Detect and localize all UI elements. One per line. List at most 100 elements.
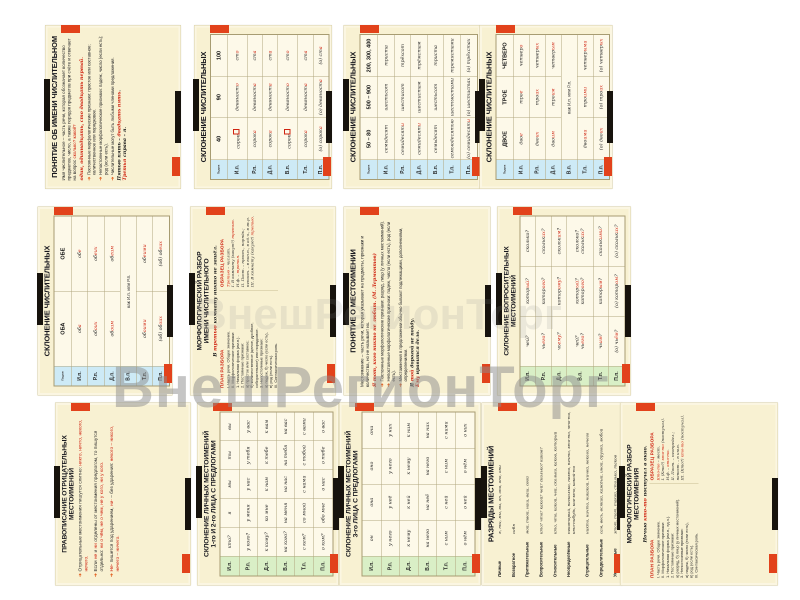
red-highlight: их	[598, 127, 604, 133]
category-name: Отрицательные	[585, 544, 590, 577]
case-label: Т.п.	[443, 159, 461, 179]
red-highlight: оим	[109, 320, 115, 331]
card-face: СКЛОНЕНИЕ ЛИЧНЫХ МЕСТОИМЕНИЙ 3-го ЛИЦА С …	[338, 402, 481, 586]
sample-line: непост. – в им.п.	[674, 443, 680, 481]
category-name: Определительные	[599, 538, 604, 577]
series-strip	[343, 78, 349, 131]
word-cell: о вас	[313, 412, 333, 441]
case-label: И.п.	[219, 556, 239, 576]
case-label: В.п.	[275, 556, 295, 576]
word-cell: о нас	[313, 469, 333, 499]
word-cell: обе	[71, 216, 88, 292]
word-cell: с тобой	[294, 440, 314, 470]
word-cell: с вами	[294, 412, 314, 441]
red-highlight: третью	[249, 217, 255, 236]
word-cell: (о) трёхстах	[460, 34, 478, 76]
feature-bullet: ➔ Непостоянные морфологические признаки: …	[97, 35, 108, 180]
word-cell: двоими	[577, 117, 594, 160]
arrow-icon: ➔	[97, 176, 103, 180]
card-sklonenie-lichnyh-3-lica: СКЛОНЕНИЕ ЛИЧНЫХ МЕСТОИМЕНИЙ 3-го ЛИЦА С …	[338, 402, 481, 586]
red-highlight	[232, 128, 241, 134]
case-label: Р.п.	[535, 366, 551, 386]
card-face: РАЗРЯДЫ МЕСТОИМЕНИЙ Личные я, ты, мы, вы, …	[481, 402, 623, 586]
sample-line: II. Пост. – неопредел.;	[669, 431, 675, 481]
case-label: Д.п.	[410, 159, 428, 179]
word-cell: (о) чьём?	[608, 316, 625, 367]
red-highlight: им	[555, 230, 562, 238]
red-highlight: третью	[230, 220, 235, 239]
category-name: Личные	[497, 560, 502, 577]
red-highlight: а	[302, 82, 308, 86]
category-words: кто? что? какой? чей? сколько? каков?	[538, 447, 544, 534]
red-highlight: ым	[597, 280, 604, 289]
red-highlight: еими	[141, 244, 148, 258]
red-highlight: кого	[371, 352, 378, 365]
merged-cell: как И.п. или Р.п.	[561, 34, 578, 160]
word-cell: троими	[577, 75, 594, 118]
card-face: СКЛОНЕНИЕ ЧИСЛИТЕЛЬНЫХ Падеж 40 90 100 И.п. со…	[193, 24, 332, 189]
word-cell: о ком?	[313, 527, 333, 557]
word-cell: которого?	[535, 266, 551, 317]
example-quote: Я тот, кого никто не любит. (М. Лермонто…	[371, 253, 378, 387]
word-cell: ста	[246, 34, 263, 76]
red-highlight: кто-то	[665, 450, 670, 467]
example-quote: один, одиннадцать, сто двадцать первый.	[78, 56, 84, 180]
red-highlight: кто-то	[679, 441, 685, 458]
word-cell: с кем?	[294, 527, 314, 557]
sample-line: III. (Кто?) кто-то (постучал).	[679, 414, 685, 481]
card-title: СКЛОНЕНИЕ ЧИСЛИТЕЛЬНЫХ	[349, 51, 358, 162]
case-label: В.п.	[566, 366, 593, 386]
red-highlight: Третью	[225, 269, 230, 288]
table-row: И.п. кто? я мы ты вы	[219, 412, 239, 576]
card-title: СКЛОНЕНИЕ ЛИЧНЫХ МЕСТОИМЕНИЙ 1-го И 2-го …	[202, 430, 217, 558]
word-cell: на него	[417, 520, 437, 557]
word-cell: шестьсот	[377, 75, 395, 118]
declension-table: Падеж ОБА ОБЕ И.п. оба обе Р.п. обоих обеих Д.п. о…	[53, 215, 170, 387]
red-highlight: третья	[235, 256, 240, 274]
red-highlight: ый	[524, 280, 531, 288]
table-row: Д.п. к нему к ней к нему к ним	[399, 412, 418, 576]
plan-column: ПЛАН РАЗБОРА I. Часть речи. Общее значени…	[649, 484, 698, 578]
column-header: 100	[209, 34, 227, 76]
word-cell: на нас	[275, 469, 295, 499]
red-highlight: и	[466, 118, 472, 122]
table-row: П.п. о ком? обо мне о нас о тебе о вас	[313, 412, 333, 576]
word-cell: двоих	[529, 117, 546, 160]
red-highlight: кто-то	[660, 444, 665, 461]
word-cell: со мной	[294, 498, 314, 528]
red-highlight: о	[284, 49, 291, 53]
case-label: Р.п.	[246, 159, 263, 179]
feature-bullet: ➔ Числительные могут быть любыми членами …	[109, 56, 115, 180]
sample-line: Кто-то – мест.	[655, 446, 660, 481]
publisher-mark	[355, 403, 374, 411]
sample-line: I. (Кто?) кто-то (постучал).	[660, 417, 665, 481]
card-title: ПРАВОПИСАНИЕ ОТРИЦАТЕЛЬНЫХ МЕСТОИМЕНИЙ	[60, 435, 75, 553]
category-words: себя	[510, 524, 516, 534]
arrow-icon: ➔	[76, 573, 82, 577]
case-label: Р.п.	[238, 556, 258, 576]
table-row: В.п. семьдесят шестьсот триста	[427, 34, 444, 179]
card-morf-razbor-mestoimeniya: МОРФОЛОГИЧЕСКИЙ РАЗБОР МЕСТОИМЕНИЯ Ночью к…	[619, 402, 778, 586]
word-cell: он	[361, 520, 381, 557]
word-cell: семидесяти	[410, 117, 428, 160]
red-highlight: сколько?	[71, 139, 77, 158]
red-highlight: еих	[93, 246, 99, 256]
red-highlight: а	[251, 50, 258, 53]
word-cell: которому?	[550, 266, 567, 317]
word-cell: шестистам	[410, 75, 428, 118]
red-highlight: третью	[211, 325, 218, 351]
series-strip	[330, 285, 336, 337]
case-label: Д.п.	[104, 366, 121, 386]
red-highlight: их	[534, 88, 541, 95]
red-highlight: им	[597, 336, 604, 344]
case-label: Д.п.	[550, 366, 567, 386]
publisher-mark	[172, 157, 180, 176]
red-highlight: и	[416, 122, 422, 126]
series-strip	[326, 90, 332, 143]
word-cell: о нём	[455, 520, 475, 557]
card-ponyatie-o-mestoimenii: ПОНЯТИЕ О МЕСТОИМЕНИИ Местоимение – часть…	[343, 206, 491, 396]
red-highlight: еим	[109, 245, 115, 256]
plan-line: I. Часть речи. Общее значение.	[655, 520, 660, 578]
red-highlight: ему	[555, 334, 562, 345]
arrow-icon: ➔	[379, 383, 385, 387]
